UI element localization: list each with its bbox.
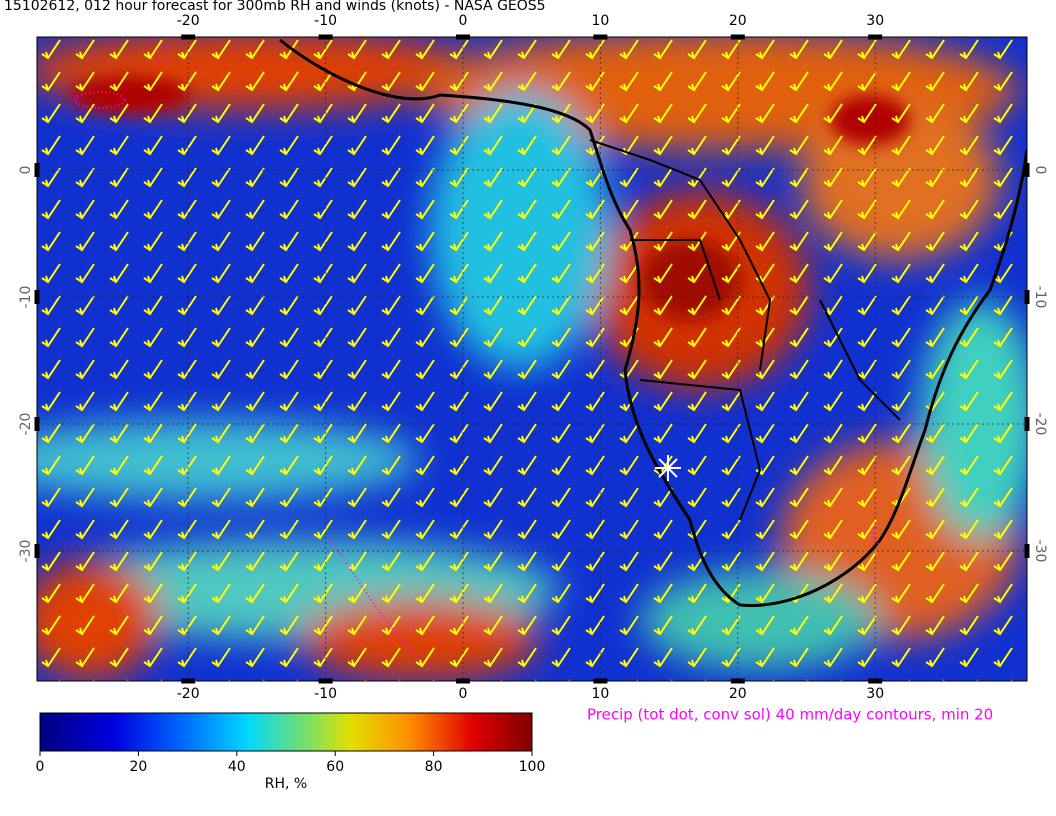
colorbar-tick-label: 80 <box>425 759 443 775</box>
colorbar-ticks: 0 20 40 60 80 100 <box>36 751 546 775</box>
colorbar <box>39 712 533 752</box>
colorbar-tick-label: 60 <box>326 759 344 775</box>
lon-label-bottom: -10 <box>314 686 337 702</box>
lon-label-bottom: 20 <box>729 686 747 702</box>
graticule: -20 -20 -10 -10 0 0 10 10 20 20 30 30 0 0 -10 -10 -20 -20… <box>18 13 1048 702</box>
precip-note: Precip (tot dot, conv sol) 40 mm/day con… <box>587 706 993 724</box>
lon-label-top: 20 <box>729 13 747 29</box>
lat-label-right: 0 <box>1032 166 1048 175</box>
lat-label-left: 0 <box>18 166 34 175</box>
colorbar-tick-label: 40 <box>228 759 246 775</box>
lon-label-top: -10 <box>314 13 337 29</box>
map-title: 15102612, 012 hour forecast for 300mb RH… <box>4 0 546 14</box>
map-frame <box>36 36 1028 682</box>
lon-label-top: -20 <box>177 13 200 29</box>
lon-label-bottom: 10 <box>591 686 609 702</box>
lon-label-bottom: 0 <box>459 686 468 702</box>
lat-label-right: -10 <box>1032 286 1048 309</box>
lon-label-top: 0 <box>459 13 468 29</box>
colorbar-tick-label: 0 <box>36 759 45 775</box>
lon-label-bottom: -20 <box>177 686 200 702</box>
lat-label-right: -20 <box>1032 413 1048 436</box>
colorbar-tick-label: 20 <box>129 759 147 775</box>
colorbar-tick-label: 100 <box>519 759 546 775</box>
rh-field <box>37 37 1027 681</box>
lat-label-left: -10 <box>18 286 34 309</box>
lon-label-top: 30 <box>866 13 884 29</box>
colorbar-label: RH, % <box>265 776 307 792</box>
lat-label-right: -30 <box>1032 540 1048 563</box>
lat-label-left: -20 <box>18 413 34 436</box>
lon-label-bottom: 30 <box>866 686 884 702</box>
location-marker <box>655 455 681 481</box>
lat-label-left: -30 <box>18 540 34 563</box>
lon-label-top: 10 <box>591 13 609 29</box>
